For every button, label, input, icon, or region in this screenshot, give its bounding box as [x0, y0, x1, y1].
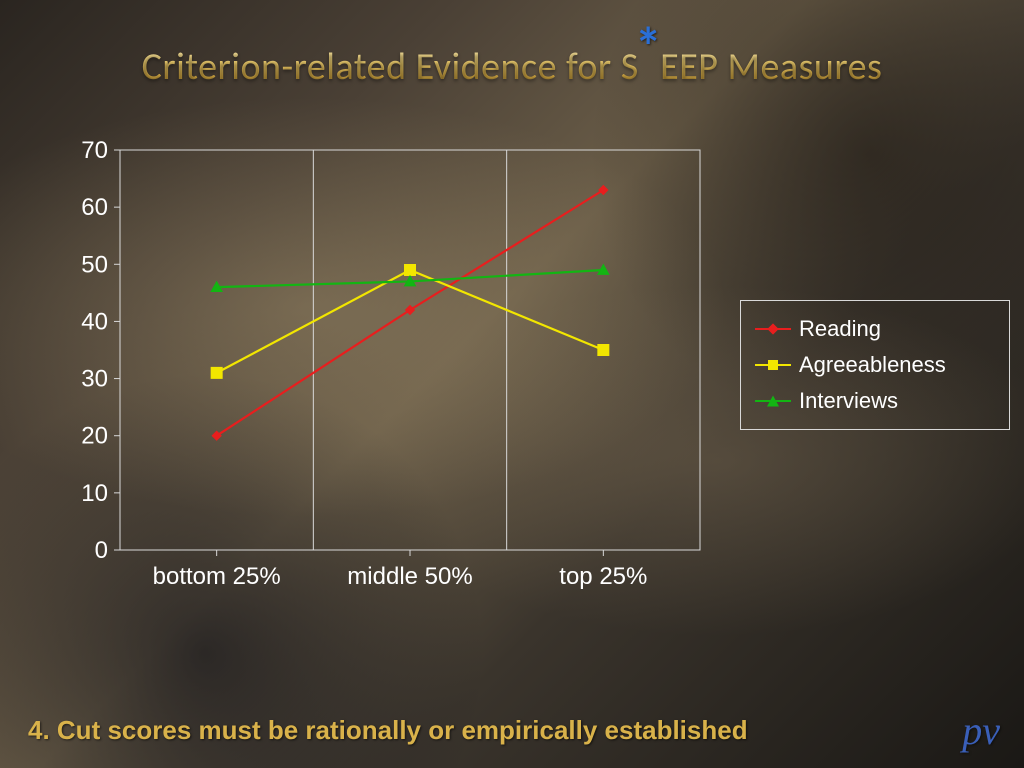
legend-label: Interviews: [799, 388, 898, 414]
svg-text:middle 50%: middle 50%: [347, 563, 472, 590]
legend-swatch-icon: [755, 358, 791, 372]
watermark: pv: [962, 707, 1000, 754]
legend-swatch-icon: [755, 394, 791, 408]
svg-text:20: 20: [81, 423, 108, 450]
legend-item: Agreeableness: [755, 347, 997, 383]
legend-label: Reading: [799, 316, 881, 342]
legend-item: Interviews: [755, 383, 997, 419]
svg-text:0: 0: [95, 537, 108, 564]
title-part-1: Criterion-related Evidence for S: [142, 44, 639, 90]
svg-text:top 25%: top 25%: [559, 563, 647, 590]
svg-text:40: 40: [81, 308, 108, 335]
svg-text:70: 70: [81, 140, 108, 164]
legend-label: Agreeableness: [799, 352, 946, 378]
svg-text:50: 50: [81, 251, 108, 278]
svg-text:30: 30: [81, 366, 108, 393]
title-part-2: EEP Measures: [660, 44, 882, 90]
svg-text:bottom 25%: bottom 25%: [153, 563, 281, 590]
slide-title: Criterion-related Evidence for S*EEP Mea…: [0, 28, 1024, 94]
footer-note: 4. Cut scores must be rationally or empi…: [28, 715, 748, 746]
chart-legend: Reading Agreeableness Interviews: [740, 300, 1010, 430]
svg-text:60: 60: [81, 194, 108, 221]
legend-swatch-icon: [755, 322, 791, 336]
legend-item: Reading: [755, 311, 997, 347]
title-asterisk-icon: *: [635, 14, 662, 80]
svg-text:10: 10: [81, 480, 108, 507]
line-chart: 0 10 20 30 40 50 60 70 bottom 25% middle 50% top …: [50, 140, 710, 610]
chart-svg: 0 10 20 30 40 50 60 70 bottom 25% middle 50% top …: [50, 140, 710, 610]
